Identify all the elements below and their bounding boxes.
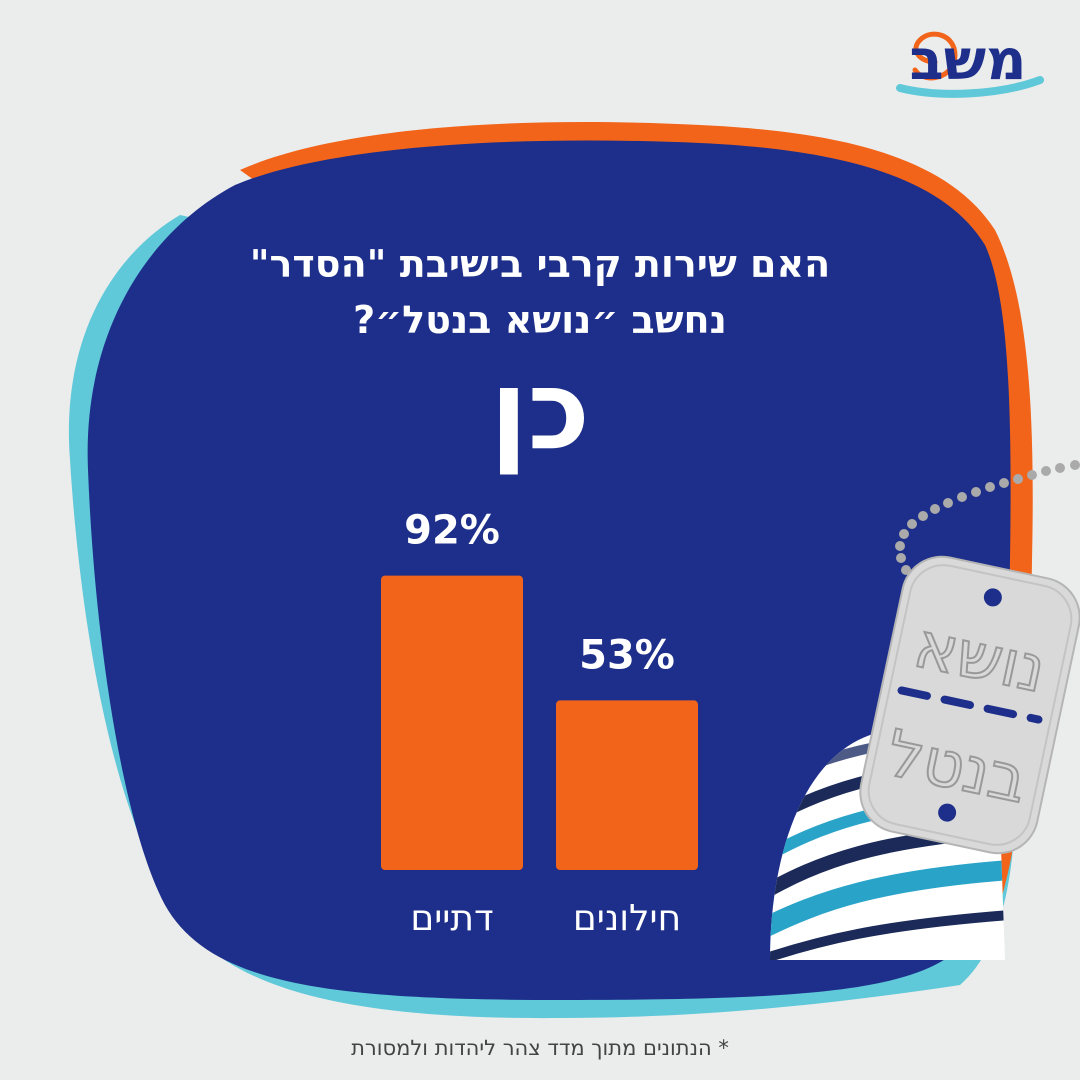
answer-label: כן [489, 346, 591, 474]
navy-panel [87, 140, 1011, 1000]
category-label-1: דתיים [410, 898, 493, 939]
title-line-2: נחשב ״נושא בנטל״? [353, 298, 727, 342]
bar-1 [381, 575, 523, 870]
footnote: * הנתונים מתוך מדד צהר ליהדות ולמסורת [351, 1036, 729, 1060]
category-label-2: חילונים [573, 898, 681, 939]
page-title: האם שירות קרבי בישיבת "הסדר" נחשב ״נושא … [150, 236, 930, 348]
bar-chart: 92% דתיים 53% חילונים [381, 508, 698, 939]
bar-2 [556, 700, 698, 870]
logo: משב [909, 27, 1027, 93]
dog-tag-icon: נושא בנטל [859, 555, 1080, 855]
title-line-1: האם שירות קרבי בישיבת "הסדר" [249, 242, 831, 286]
value-label-2: 53% [579, 632, 675, 678]
value-label-1: 92% [404, 508, 500, 554]
logo-swirl-icon [896, 31, 1044, 98]
